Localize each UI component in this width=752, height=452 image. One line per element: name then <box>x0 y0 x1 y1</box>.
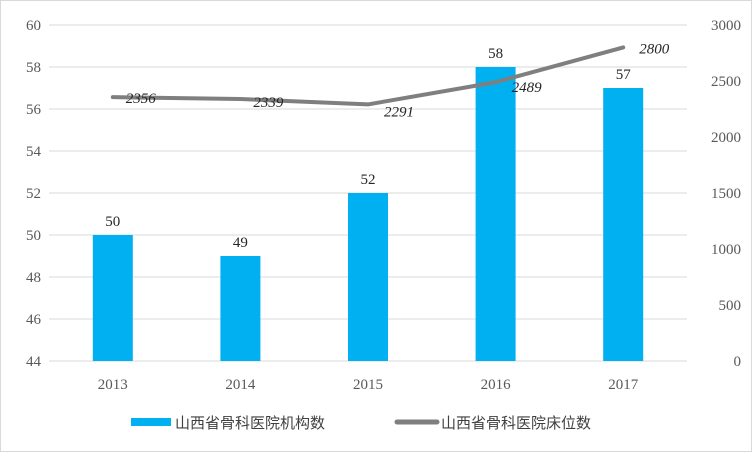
legend-label-bars: 山西省骨科医院机构数 <box>175 414 325 432</box>
bar-data-label: 58 <box>488 46 503 62</box>
right-axis-tick-label: 2000 <box>711 130 741 146</box>
bar-data-label: 50 <box>105 214 120 230</box>
left-axis-tick-label: 52 <box>26 186 41 202</box>
right-axis-tick-label: 500 <box>719 298 742 314</box>
bar <box>92 235 133 361</box>
right-axis-tick-label: 1500 <box>711 186 741 202</box>
x-axis-tick-label: 2015 <box>353 377 383 393</box>
bar-data-label: 52 <box>361 172 376 188</box>
right-axis-tick-label: 0 <box>734 354 742 370</box>
bar-layer <box>92 67 644 361</box>
x-axis-tick-label: 2017 <box>608 377 639 393</box>
legend-layer: 山西省骨科医院机构数 山西省骨科医院床位数 <box>131 414 591 432</box>
legend-label-line: 山西省骨科医院床位数 <box>441 414 591 432</box>
bar <box>603 88 644 361</box>
bar <box>475 67 516 361</box>
label-layer: 50 49 52 58 57 2356 2339 2291 2489 2800 <box>105 41 669 251</box>
bar-data-label: 57 <box>616 67 632 83</box>
right-axis-tick-label: 2500 <box>711 74 741 90</box>
bar <box>348 193 388 361</box>
legend-swatch-bars <box>131 418 171 426</box>
line-data-label: 2339 <box>253 95 284 111</box>
x-axis-tick-label: 2013 <box>98 377 128 393</box>
left-axis-tick-label: 56 <box>26 102 42 118</box>
line-series-bed-count <box>110 45 626 107</box>
x-axis-tick-label: 2014 <box>225 377 256 393</box>
left-axis-tick-label: 60 <box>26 18 41 34</box>
left-axis-tick-label: 44 <box>26 354 42 370</box>
line-data-label: 2356 <box>126 91 157 107</box>
bar-data-label: 49 <box>233 235 248 251</box>
bar <box>220 256 261 361</box>
left-axis-tick-label: 58 <box>26 60 41 76</box>
x-axis-tick-label: 2016 <box>481 377 512 393</box>
line-data-label: 2489 <box>512 80 542 96</box>
axis-layer: 44 46 48 50 52 54 56 58 60 0 500 1000 1500 2000 2500 30… <box>26 18 741 393</box>
line-data-label: 2291 <box>384 104 414 120</box>
line-data-label: 2800 <box>639 41 670 57</box>
line-layer <box>110 45 626 107</box>
right-axis-tick-label: 1000 <box>711 242 741 258</box>
left-axis-tick-label: 46 <box>26 312 42 328</box>
left-axis-tick-label: 54 <box>26 144 42 160</box>
left-axis-tick-label: 50 <box>26 228 41 244</box>
right-axis-tick-label: 3000 <box>711 18 741 34</box>
left-axis-tick-label: 48 <box>26 270 41 286</box>
